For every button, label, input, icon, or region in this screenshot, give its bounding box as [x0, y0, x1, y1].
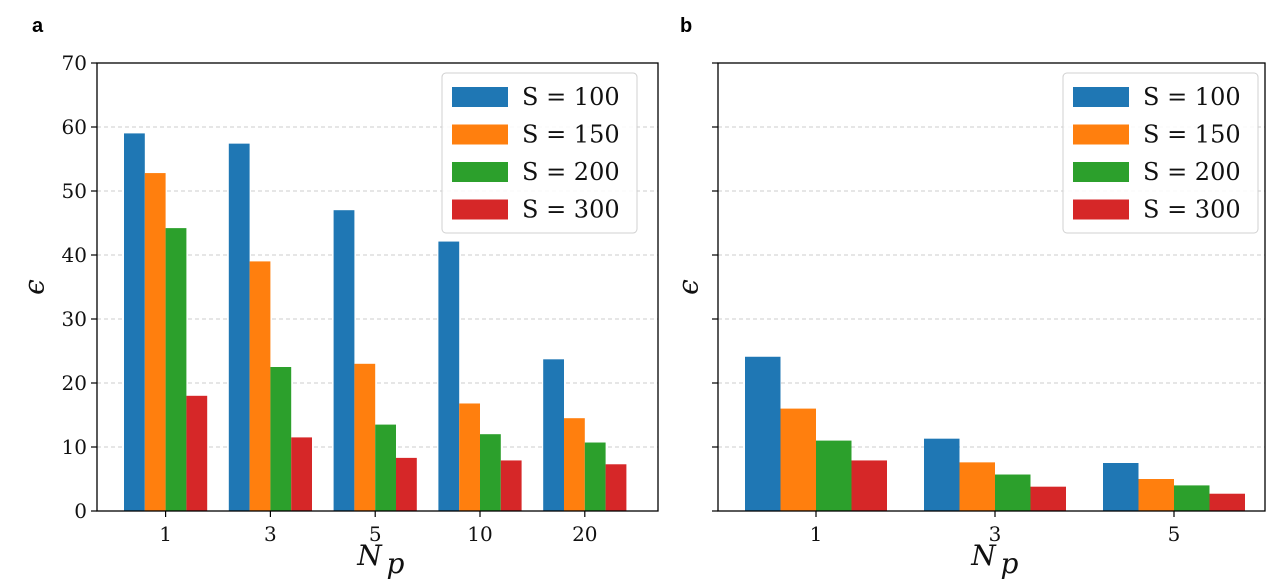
bar-s100-np1: [745, 356, 781, 511]
bar-s150-np1: [144, 173, 166, 511]
legend-entry-label: S = 200: [1143, 158, 1241, 186]
y-axis-label: ϵ: [672, 279, 705, 295]
panel-label-b: b: [680, 15, 692, 37]
bar-s200-np3: [995, 474, 1031, 511]
bar-s300-np5: [1209, 493, 1245, 511]
x-tick-label: 10: [467, 522, 492, 546]
bar-s150-np3: [959, 462, 995, 511]
bar-s100-np1: [124, 133, 145, 511]
axes-frame: [717, 62, 1266, 512]
y-tick-label: 60: [62, 115, 87, 139]
x-tick-label: 5: [1168, 522, 1181, 546]
legend-swatch: [452, 87, 508, 107]
bar-s200-np10: [480, 434, 501, 511]
x-axis-label-subscript: p: [387, 547, 405, 580]
y-tick-label: 30: [62, 307, 87, 331]
bar-s200-np1: [165, 228, 187, 511]
legend-entry-label: S = 150: [1143, 121, 1241, 149]
legend-entry-label: S = 100: [522, 83, 620, 111]
x-axis-label: N: [356, 539, 383, 572]
legend-swatch: [452, 124, 508, 145]
legend-swatch: [452, 199, 508, 220]
bar-s200-np20: [584, 442, 606, 511]
x-axis-label-subscript: p: [1001, 547, 1019, 580]
y-tick-label: 0: [74, 499, 87, 523]
bar-s150-np1: [780, 408, 816, 511]
y-axis-label: ϵ: [18, 279, 51, 295]
y-tick-label: 40: [62, 243, 87, 267]
legend-swatch: [452, 162, 508, 182]
bar-s300-np1: [186, 395, 208, 511]
y-tick-label: 20: [62, 371, 87, 395]
bar-s100-np20: [543, 359, 564, 511]
bar-s200-np5: [1174, 485, 1210, 511]
legend-box: [441, 72, 638, 234]
chart-panel-b: 1 3 5 N p ϵ S = 100 S = 150 S = 200 S = 300: [672, 62, 1266, 580]
x-tick-label: 3: [989, 522, 1002, 546]
legend-entry-label: S = 150: [522, 121, 620, 149]
bar-s150-np10: [459, 403, 480, 511]
legend-swatch: [1073, 124, 1129, 145]
bar-s300-np20: [605, 464, 627, 511]
bar-s200-np1: [816, 440, 852, 511]
legend-swatch: [1073, 162, 1129, 182]
bar-s150-np5: [354, 363, 376, 511]
x-tick-label: 1: [159, 522, 172, 546]
bar-s300-np1: [851, 460, 887, 511]
bar-s100-np3: [228, 143, 250, 511]
legend-swatch: [1073, 199, 1129, 220]
bar-s150-np3: [249, 261, 271, 511]
bar-s150-np20: [564, 418, 585, 511]
legend-swatch: [1073, 87, 1129, 107]
axes-frame: [96, 62, 659, 512]
legend-entry-label: S = 300: [1143, 196, 1241, 224]
legend-entry-label: S = 200: [522, 158, 620, 186]
bar-s300-np3: [291, 437, 312, 511]
legend: S = 100 S = 150 S = 200 S = 300: [441, 72, 638, 234]
bar-s100-np5: [1103, 463, 1139, 511]
y-tick-label: 50: [62, 179, 87, 203]
bar-s200-np3: [270, 367, 292, 511]
bar-s300-np10: [500, 460, 522, 511]
bar-s100-np10: [438, 241, 460, 511]
x-tick-label: 1: [810, 522, 823, 546]
bar-s300-np3: [1030, 486, 1066, 511]
y-tick-label: 70: [62, 51, 87, 75]
legend: S = 100 S = 150 S = 200 S = 300: [1062, 72, 1259, 234]
bar-s150-np5: [1138, 479, 1174, 511]
x-axis-label: N: [970, 539, 997, 572]
x-tick-label: 5: [369, 522, 382, 546]
legend-entry-label: S = 300: [522, 196, 620, 224]
bar-s200-np5: [375, 424, 396, 511]
bar-s300-np5: [396, 457, 417, 511]
x-tick-label: 3: [264, 522, 277, 546]
legend-entry-label: S = 100: [1143, 83, 1241, 111]
bar-s100-np5: [333, 210, 355, 511]
legend-box: [1062, 72, 1259, 234]
y-tick-label: 10: [62, 435, 87, 459]
bar-s100-np3: [924, 438, 960, 511]
panel-label-a: a: [32, 15, 44, 37]
x-tick-label: 20: [572, 522, 597, 546]
